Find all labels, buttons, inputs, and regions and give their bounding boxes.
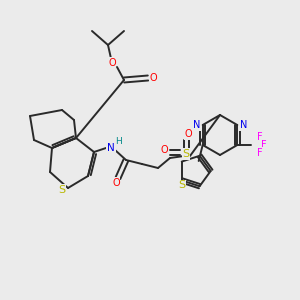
Text: N: N — [107, 143, 115, 153]
Text: S: S — [58, 185, 66, 195]
Text: N: N — [240, 120, 247, 130]
Text: N: N — [193, 120, 200, 130]
Text: O: O — [160, 145, 168, 155]
Text: O: O — [149, 73, 157, 83]
Text: H: H — [116, 136, 122, 146]
Text: O: O — [184, 129, 192, 139]
Text: F: F — [260, 140, 266, 150]
Text: S: S — [182, 149, 190, 159]
Text: O: O — [112, 178, 120, 188]
Text: O: O — [108, 58, 116, 68]
Text: S: S — [178, 180, 185, 190]
Text: F: F — [256, 132, 262, 142]
Text: F: F — [256, 148, 262, 158]
